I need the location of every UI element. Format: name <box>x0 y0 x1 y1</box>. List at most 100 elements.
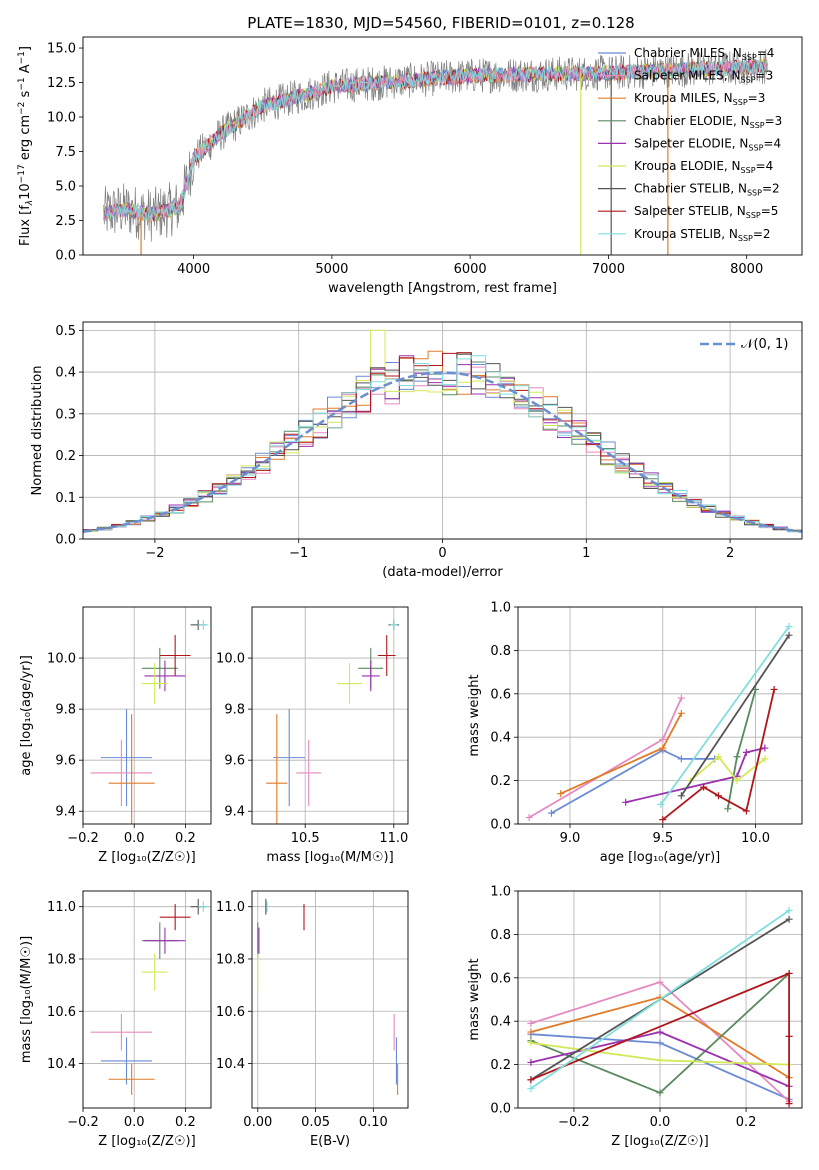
legend-label-value: =4 <box>756 159 774 173</box>
legend-label-value: =4 <box>757 46 775 60</box>
axes-frame <box>82 606 212 825</box>
x-tick-label: 9.5 <box>652 831 673 846</box>
weight-marker <box>761 744 769 752</box>
x-axis-label: Z [log₁₀(Z/Z☉)] <box>611 1134 708 1149</box>
y-tick-label: 15.0 <box>47 42 76 57</box>
y-tick-label: 0.4 <box>490 731 511 746</box>
x-tick-label: 4000 <box>177 262 210 277</box>
y-tick-label: 0.4 <box>55 366 76 381</box>
legend-label-sub: SSP <box>741 76 756 85</box>
chart-residuals: −2 −1 0 1 2 0.0 0.1 0.2 0.3 0.4 0.5 (data-model)/er… <box>30 321 803 580</box>
y-tick-label: 0.0 <box>490 1102 511 1117</box>
x-tick-label: 0.2 <box>175 1115 196 1130</box>
legend-label: 𝒩(0, 1) <box>741 337 788 352</box>
legend-label-sub: SSP <box>733 98 748 107</box>
y-tick-label: 0.0 <box>490 818 511 833</box>
chart-mass-vs-ebv: 0.00 0.05 0.10 10.4 10.6 10.8 11.0 E(B-V) <box>216 890 409 1149</box>
x-axis-label: age [log₁₀(age/yr)] <box>600 850 721 865</box>
y-tick-label: 1.0 <box>490 601 511 616</box>
x-tick-label: 0.2 <box>175 831 196 846</box>
x-tick-label: −0.2 <box>67 831 99 846</box>
legend-label-text: Kroupa ELODIE, N <box>634 159 741 173</box>
x-tick-label: 2 <box>726 546 734 561</box>
weight-marker <box>527 1084 535 1092</box>
weight-marker <box>785 969 793 977</box>
chart-spectrum: 4000 5000 6000 7000 8000 0.0 2.5 5.0 7.5 10.0 12.5… <box>17 36 803 296</box>
plot-area <box>527 907 793 1108</box>
y-tick-label: 0.4 <box>490 1015 511 1030</box>
chart-weight-vs-age: 9.0 9.5 10.0 0.0 0.2 0.4 0.6 0.8 1.0 age [log₁₀(a… <box>467 601 803 865</box>
weight-marker <box>656 978 664 986</box>
weight-line-salpeter_miles <box>528 697 683 819</box>
weight-marker <box>677 694 685 702</box>
legend-label-sub: SSP <box>742 53 757 62</box>
y-tick-label: 0.2 <box>490 1058 511 1073</box>
weight-marker <box>656 1039 664 1047</box>
plot-area <box>257 898 399 1095</box>
plot-area <box>103 49 768 255</box>
x-tick-label: 0.10 <box>359 1115 388 1130</box>
y-tick-label: 10.0 <box>47 111 76 126</box>
legend-label: Kroupa MILES, NSSP=3 <box>634 91 765 107</box>
y-axis-label: Flux [fλ10−17 erg cm−2 s−1 A−1] <box>17 46 35 246</box>
x-tick-label: 10.5 <box>291 831 320 846</box>
y-axis-label: mass weight <box>467 958 482 1040</box>
y-tick-label: 7.5 <box>55 145 76 160</box>
x-tick-label: 0.2 <box>736 1115 757 1130</box>
x-tick-label: −1 <box>289 546 308 561</box>
weight-line-kroupa_stelib <box>530 909 790 1090</box>
weight-marker <box>700 783 708 791</box>
y-axis-label: mass [log₁₀(M/M☉)] <box>19 936 34 1063</box>
x-axis-label: Z [log₁₀(Z/Z☉)] <box>98 1134 195 1149</box>
histogram-kroupa_stelib <box>83 355 802 539</box>
weight-marker <box>770 685 778 693</box>
legend-label-text: Salpeter ELODIE, N <box>634 136 748 150</box>
weight-marker <box>557 790 565 798</box>
y-tick-label: 9.8 <box>224 703 245 718</box>
weight-marker <box>677 755 685 763</box>
x-tick-label: −0.2 <box>67 1115 99 1130</box>
x-axis-label: (data-model)/error <box>382 565 503 580</box>
chart-mass-vs-Z: −0.2 0.0 0.2 10.4 10.6 10.8 11.0 Z [log₁₀(Z/Z☉)… <box>19 890 212 1149</box>
legend-label: Kroupa STELIB, NSSP=2 <box>634 227 771 243</box>
plot-area <box>525 623 793 824</box>
weight-line-chabrier_stelib <box>680 634 790 797</box>
weight-line-kroupa_elodie <box>690 755 766 782</box>
legend-label-text: Kroupa STELIB, N <box>634 227 738 241</box>
y-tick-label: 0.5 <box>55 324 76 339</box>
y-tick-label: 9.4 <box>55 805 76 820</box>
spectrum-title: PLATE=1830, MJD=54560, FIBERID=0101, z=0… <box>247 14 634 32</box>
x-tick-label: 9.0 <box>560 831 581 846</box>
x-tick-label: 8000 <box>730 262 763 277</box>
legend-label-text: Salpeter STELIB, N <box>634 204 746 218</box>
legend-label: Kroupa ELODIE, NSSP=4 <box>634 159 773 175</box>
weight-marker <box>724 805 732 813</box>
legend-label-value: =4 <box>763 136 781 150</box>
weight-marker <box>527 1019 535 1027</box>
legend-label: Chabrier ELODIE, NSSP=3 <box>634 114 782 130</box>
y-axis-label-part: −1 <box>17 51 27 64</box>
legend-label-text: Kroupa MILES, N <box>634 91 733 105</box>
y-tick-label: 0.2 <box>55 449 76 464</box>
x-axis-label: wavelength [Angstrom, rest frame] <box>328 281 557 296</box>
weight-line-salpeter_elodie <box>625 747 766 804</box>
gaussian-reference-curve <box>83 371 802 533</box>
weight-marker <box>622 798 630 806</box>
x-tick-label: 11.0 <box>379 831 408 846</box>
axes-frame <box>251 890 409 1109</box>
y-tick-label: 9.4 <box>224 805 245 820</box>
legend-label-sub: SSP <box>741 166 756 175</box>
y-tick-label: 0.6 <box>490 971 511 986</box>
chart-age-vs-Z: −0.2 0.0 0.2 9.4 9.6 9.8 10.0 Z [log₁₀(Z/Z☉)] ag… <box>19 606 212 865</box>
legend-label-sub: SSP <box>747 189 762 198</box>
legend-label-value: =3 <box>756 69 774 83</box>
x-axis-label: mass [log₁₀(M/M☉)] <box>266 850 393 865</box>
legend-label: Salpeter ELODIE, NSSP=4 <box>634 136 781 152</box>
y-tick-label: 0.6 <box>490 687 511 702</box>
weight-marker <box>527 1028 535 1036</box>
weight-marker <box>714 753 722 761</box>
weight-marker <box>733 777 741 785</box>
axes-frame <box>517 890 803 1109</box>
weight-marker <box>785 623 793 631</box>
x-axis-label: E(B-V) <box>310 1134 350 1149</box>
